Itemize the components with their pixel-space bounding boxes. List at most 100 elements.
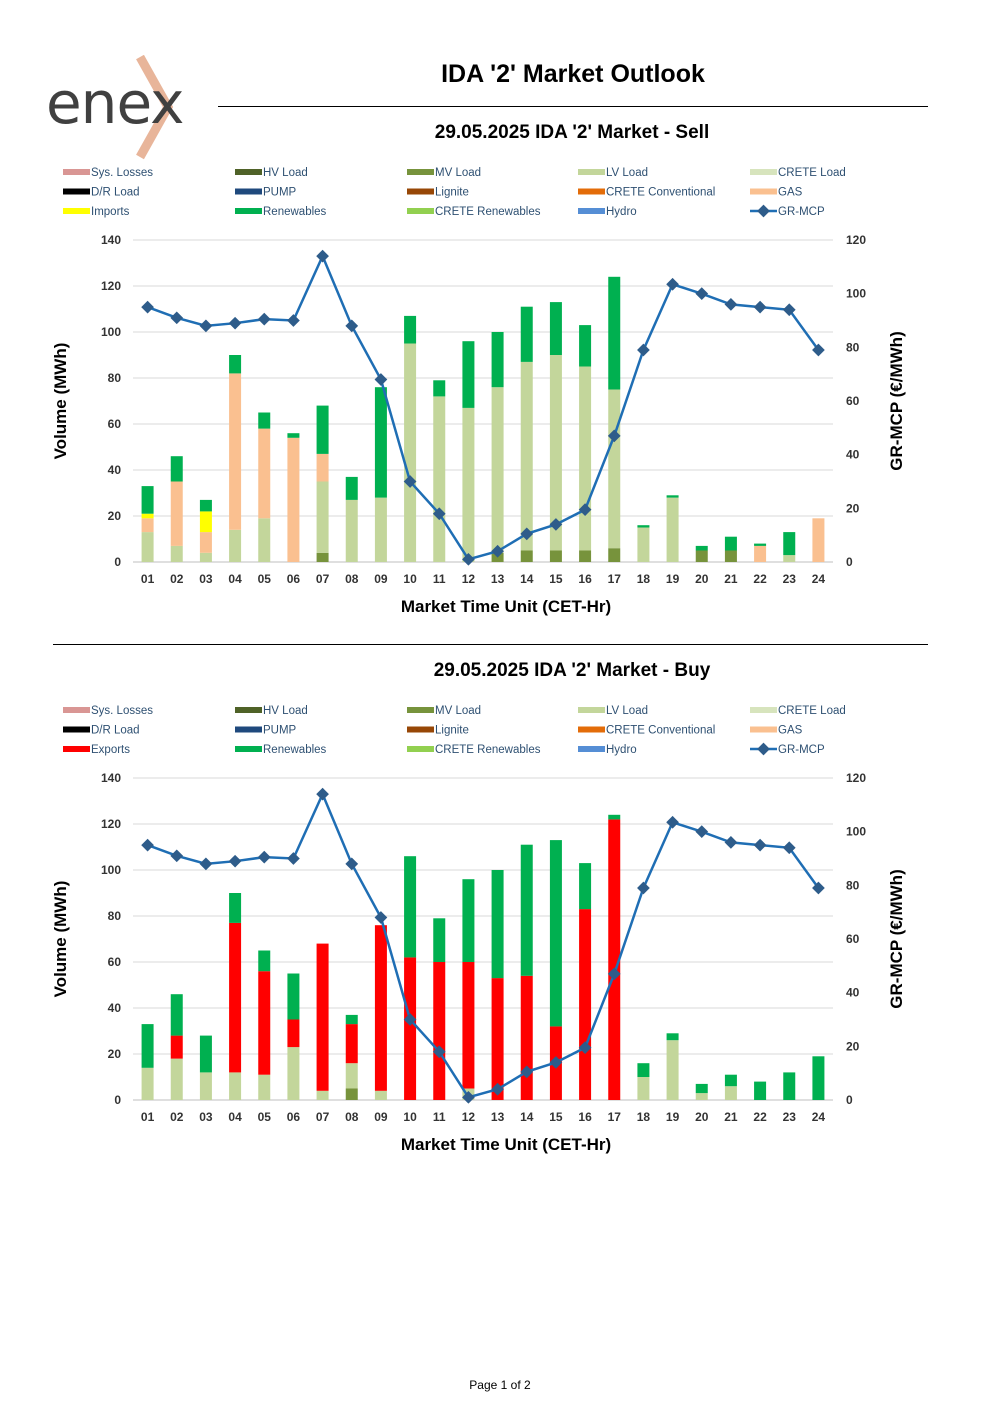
- bar-renewables-19: [666, 495, 679, 498]
- bar-renewables-07: [316, 405, 329, 454]
- legend-item-pump: PUMP: [235, 725, 297, 737]
- legend-item-crete-load: CRETE Load: [750, 705, 846, 717]
- x-tick-label: 12: [462, 572, 476, 586]
- legend-label: Renewables: [263, 206, 327, 218]
- legend-item-renewables: Renewables: [235, 744, 327, 756]
- legend-swatch: [578, 746, 605, 752]
- legend-item-sys-losses: Sys. Losses: [63, 167, 153, 179]
- legend-label: Lignite: [435, 187, 469, 199]
- bar-renewables-17: [608, 276, 621, 390]
- legend-label: CRETE Renewables: [435, 744, 541, 756]
- bar-lv-load-02: [170, 1058, 183, 1100]
- legend-item-crete-renewables: CRETE Renewables: [407, 744, 541, 756]
- bar-lv-load-03: [199, 552, 212, 562]
- y2-axis-title: GR-MCP (€/MWh): [887, 869, 906, 1008]
- legend-item-crete-conventional: CRETE Conventional: [578, 187, 715, 199]
- legend-swatch: [750, 188, 777, 195]
- bar-renewables-01: [141, 1024, 154, 1068]
- legend-item-mv-load: MV Load: [407, 705, 481, 717]
- legend-item-lv-load: LV Load: [578, 167, 648, 179]
- gr-mcp-point-14: [520, 1065, 534, 1079]
- gr-mcp-line: [147, 252, 820, 561]
- bar-mv-load-20: [695, 550, 708, 562]
- bar-exports-10: [404, 957, 417, 1100]
- gr-mcp-point-11: [432, 1045, 446, 1059]
- bar-lv-load-01: [141, 1067, 154, 1100]
- legend-item-gr-mcp: GR-MCP: [750, 204, 825, 218]
- gr-mcp-point-01: [141, 300, 154, 314]
- y-tick-label: 0: [114, 1093, 121, 1107]
- gr-mcp-point-04: [228, 316, 242, 330]
- legend-marker: [757, 204, 770, 218]
- section-divider: [53, 644, 928, 645]
- x-tick-label: 13: [491, 1110, 505, 1124]
- legend-swatch: [578, 208, 605, 214]
- legend-swatch: [750, 726, 777, 733]
- gr-mcp-point-02: [170, 849, 184, 863]
- bar-gas-07: [316, 453, 329, 482]
- legend-label: Exports: [91, 744, 130, 756]
- y-tick-label: 20: [108, 1047, 122, 1061]
- x-tick-label: 21: [724, 1110, 738, 1124]
- bar-lv-load-09: [374, 1090, 387, 1100]
- bar-lv-load-20: [695, 1093, 708, 1100]
- x-tick-label: 23: [783, 572, 797, 586]
- x-tick-label: 24: [812, 1110, 826, 1124]
- x-tick-label: 14: [520, 572, 534, 586]
- legend-label: Sys. Losses: [91, 167, 153, 179]
- y2-tick-label: 40: [846, 986, 860, 1000]
- bar-lv-load-01: [141, 532, 154, 562]
- legend-label: Imports: [91, 206, 130, 218]
- x-tick-label: 04: [228, 572, 242, 586]
- legend-item-imports: Imports: [63, 206, 130, 218]
- x-tick-label: 01: [141, 572, 155, 586]
- bar-renewables-11: [433, 380, 446, 397]
- legend-swatch: [63, 726, 90, 733]
- gr-mcp-point-22: [753, 300, 767, 314]
- chart-title: 29.05.2025 IDA '2' Market - Sell: [435, 122, 709, 143]
- bar-lv-load-04: [229, 1072, 242, 1100]
- bar-mv-load-17: [608, 548, 621, 562]
- bar-renewables-22: [754, 543, 767, 546]
- gr-mcp-point-19: [666, 277, 679, 291]
- y-tick-label: 100: [101, 325, 121, 339]
- bar-exports-16: [579, 909, 592, 1100]
- bar-gas-05: [258, 428, 271, 519]
- legend-item-crete-renewables: CRETE Renewables: [407, 206, 541, 218]
- legend-label: PUMP: [263, 187, 297, 199]
- y2-tick-label: 20: [846, 501, 860, 515]
- y-tick-label: 0: [114, 555, 121, 569]
- gr-mcp-point-20: [695, 825, 709, 839]
- bar-lv-load-15: [549, 355, 562, 551]
- x-tick-label: 09: [374, 1110, 388, 1124]
- x-tick-label: 08: [345, 1110, 359, 1124]
- bar-lv-load-23: [783, 555, 796, 562]
- bar-lv-load-07: [316, 1090, 329, 1100]
- y-tick-label: 40: [108, 463, 122, 477]
- bar-imports-01: [141, 513, 154, 519]
- x-tick-label: 21: [724, 572, 738, 586]
- bar-lv-load-04: [229, 529, 242, 562]
- bar-gas-04: [229, 373, 242, 530]
- x-tick-label: 01: [141, 1110, 155, 1124]
- legend-swatch: [63, 707, 90, 713]
- y2-axis-title: GR-MCP (€/MWh): [887, 331, 906, 470]
- gr-mcp-point-08: [345, 857, 359, 871]
- legend-item-lv-load: LV Load: [578, 705, 648, 717]
- x-tick-label: 08: [345, 572, 359, 586]
- legend-swatch: [407, 169, 434, 175]
- legend-item-exports: Exports: [63, 744, 130, 756]
- bar-lv-load-12: [462, 407, 475, 562]
- bar-exports-08: [345, 1024, 358, 1064]
- bar-renewables-21: [724, 536, 737, 551]
- bar-lv-load-05: [258, 1074, 271, 1100]
- y-tick-label: 80: [108, 909, 122, 923]
- legend-item-renewables: Renewables: [235, 206, 327, 218]
- bar-lv-load-19: [666, 497, 679, 562]
- bar-lv-load-13: [491, 387, 504, 553]
- buy-chart: 29.05.2025 IDA '2' Market - Buy Sys. Loss…: [51, 660, 906, 1154]
- x-tick-label: 02: [170, 572, 184, 586]
- legend-marker: [757, 742, 770, 756]
- gr-mcp-point-06: [287, 314, 300, 327]
- bar-gas-01: [141, 518, 154, 533]
